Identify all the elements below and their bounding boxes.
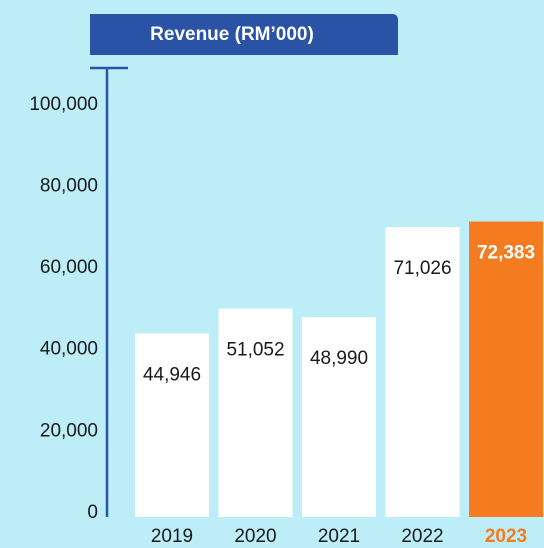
x-tick-label: 2019 <box>151 526 193 547</box>
y-tick-label: 0 <box>87 502 98 523</box>
x-tick-label: 2023 <box>485 526 527 547</box>
bar <box>302 317 376 517</box>
bar <box>135 333 209 517</box>
y-tick-label: 40,000 <box>40 339 98 360</box>
x-tick-label: 2020 <box>234 526 276 547</box>
bar <box>218 308 293 517</box>
y-tick-label: 100,000 <box>29 94 98 115</box>
value-label: 48,990 <box>310 348 368 369</box>
x-tick-label: 2022 <box>401 526 443 547</box>
x-tick-label: 2021 <box>318 526 360 547</box>
y-tick-label: 80,000 <box>40 175 98 196</box>
y-tick-label: 60,000 <box>40 257 98 278</box>
bar <box>469 221 543 517</box>
bar <box>385 227 460 517</box>
title-box <box>90 14 398 55</box>
value-label: 71,026 <box>393 258 451 279</box>
y-tick-label: 20,000 <box>40 420 98 441</box>
chart-title: Revenue (RM’000) <box>150 24 314 45</box>
value-label: 72,383 <box>477 243 535 264</box>
value-label: 44,946 <box>143 365 201 386</box>
value-label: 51,052 <box>226 340 284 361</box>
